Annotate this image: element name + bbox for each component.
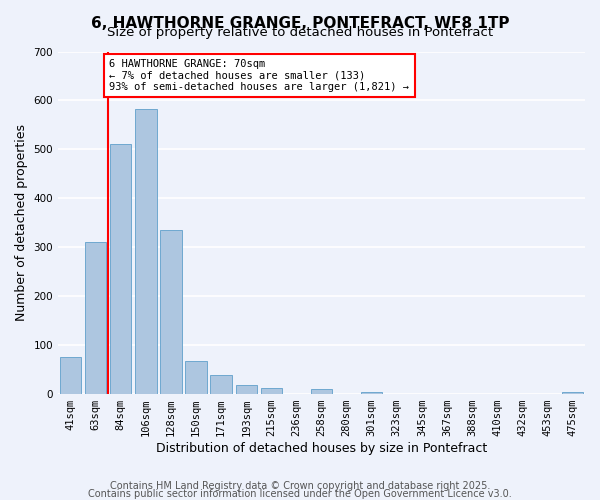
Bar	[260, 388, 282, 394]
Bar	[85, 242, 106, 394]
Bar	[185, 361, 207, 394]
Text: Contains HM Land Registry data © Crown copyright and database right 2025.: Contains HM Land Registry data © Crown c…	[110, 481, 490, 491]
Bar	[311, 388, 332, 394]
X-axis label: Distribution of detached houses by size in Pontefract: Distribution of detached houses by size …	[156, 442, 487, 455]
Text: 6, HAWTHORNE GRANGE, PONTEFRACT, WF8 1TP: 6, HAWTHORNE GRANGE, PONTEFRACT, WF8 1TP	[91, 16, 509, 31]
Text: 6 HAWTHORNE GRANGE: 70sqm
← 7% of detached houses are smaller (133)
93% of semi-: 6 HAWTHORNE GRANGE: 70sqm ← 7% of detach…	[109, 59, 409, 92]
Bar	[361, 392, 382, 394]
Bar	[110, 144, 131, 394]
Text: Contains public sector information licensed under the Open Government Licence v3: Contains public sector information licen…	[88, 489, 512, 499]
Bar	[211, 374, 232, 394]
Y-axis label: Number of detached properties: Number of detached properties	[15, 124, 28, 322]
Bar	[60, 358, 81, 394]
Text: Size of property relative to detached houses in Pontefract: Size of property relative to detached ho…	[107, 26, 493, 39]
Bar	[562, 392, 583, 394]
Bar	[135, 109, 157, 394]
Bar	[160, 230, 182, 394]
Bar	[236, 385, 257, 394]
